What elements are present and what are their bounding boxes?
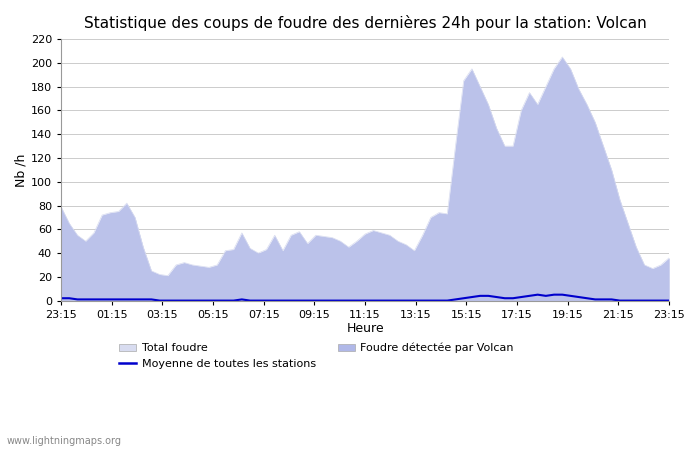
Legend: Total foudre, Moyenne de toutes les stations, Foudre détectée par Volcan: Total foudre, Moyenne de toutes les stat… bbox=[115, 338, 518, 373]
Y-axis label: Nb /h: Nb /h bbox=[15, 153, 28, 187]
Title: Statistique des coups de foudre des dernières 24h pour la station: Volcan: Statistique des coups de foudre des dern… bbox=[84, 15, 647, 31]
X-axis label: Heure: Heure bbox=[346, 322, 384, 335]
Text: www.lightningmaps.org: www.lightningmaps.org bbox=[7, 436, 122, 446]
